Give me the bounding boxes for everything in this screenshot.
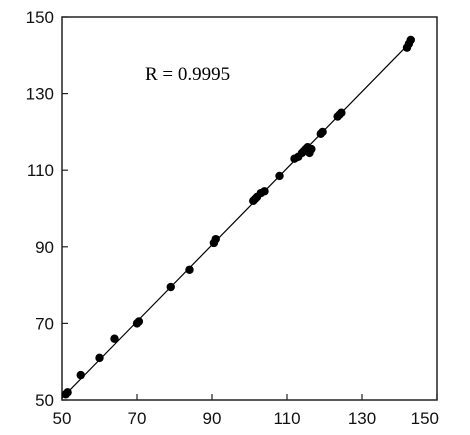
y-tick-label: 70 <box>35 314 54 333</box>
correlation-annotation: R = 0.9995 <box>145 64 230 85</box>
x-tick-label: 70 <box>128 409 147 428</box>
data-point <box>318 127 327 137</box>
y-tick-label: 50 <box>35 391 54 410</box>
x-tick-label: 90 <box>203 409 222 428</box>
data-point <box>275 171 284 181</box>
x-tick-label: 110 <box>273 409 300 428</box>
data-point <box>110 334 119 343</box>
data-point <box>307 144 316 154</box>
y-tick-label: 150 <box>26 8 54 27</box>
y-tick-label: 130 <box>26 85 54 104</box>
data-point <box>260 187 269 196</box>
plot-frame <box>61 16 438 401</box>
x-tick-label: 150 <box>411 409 439 428</box>
x-tick-label: 50 <box>53 409 72 428</box>
y-tick-label: 110 <box>27 161 54 180</box>
data-point <box>211 234 220 244</box>
x-axis: 50 70 90 110 130 150 <box>53 394 439 428</box>
data-point <box>134 317 144 326</box>
data-points <box>61 35 415 399</box>
data-point <box>95 353 104 363</box>
regression-line <box>61 37 415 399</box>
data-point <box>406 35 415 45</box>
data-point <box>185 265 194 274</box>
data-point <box>63 388 72 397</box>
data-point <box>337 108 346 117</box>
y-axis: 50 70 90 110 130 150 <box>26 8 68 410</box>
data-point <box>166 282 175 292</box>
y-tick-label: 90 <box>35 238 54 257</box>
x-tick-label: 130 <box>348 409 376 428</box>
data-point <box>76 370 85 380</box>
